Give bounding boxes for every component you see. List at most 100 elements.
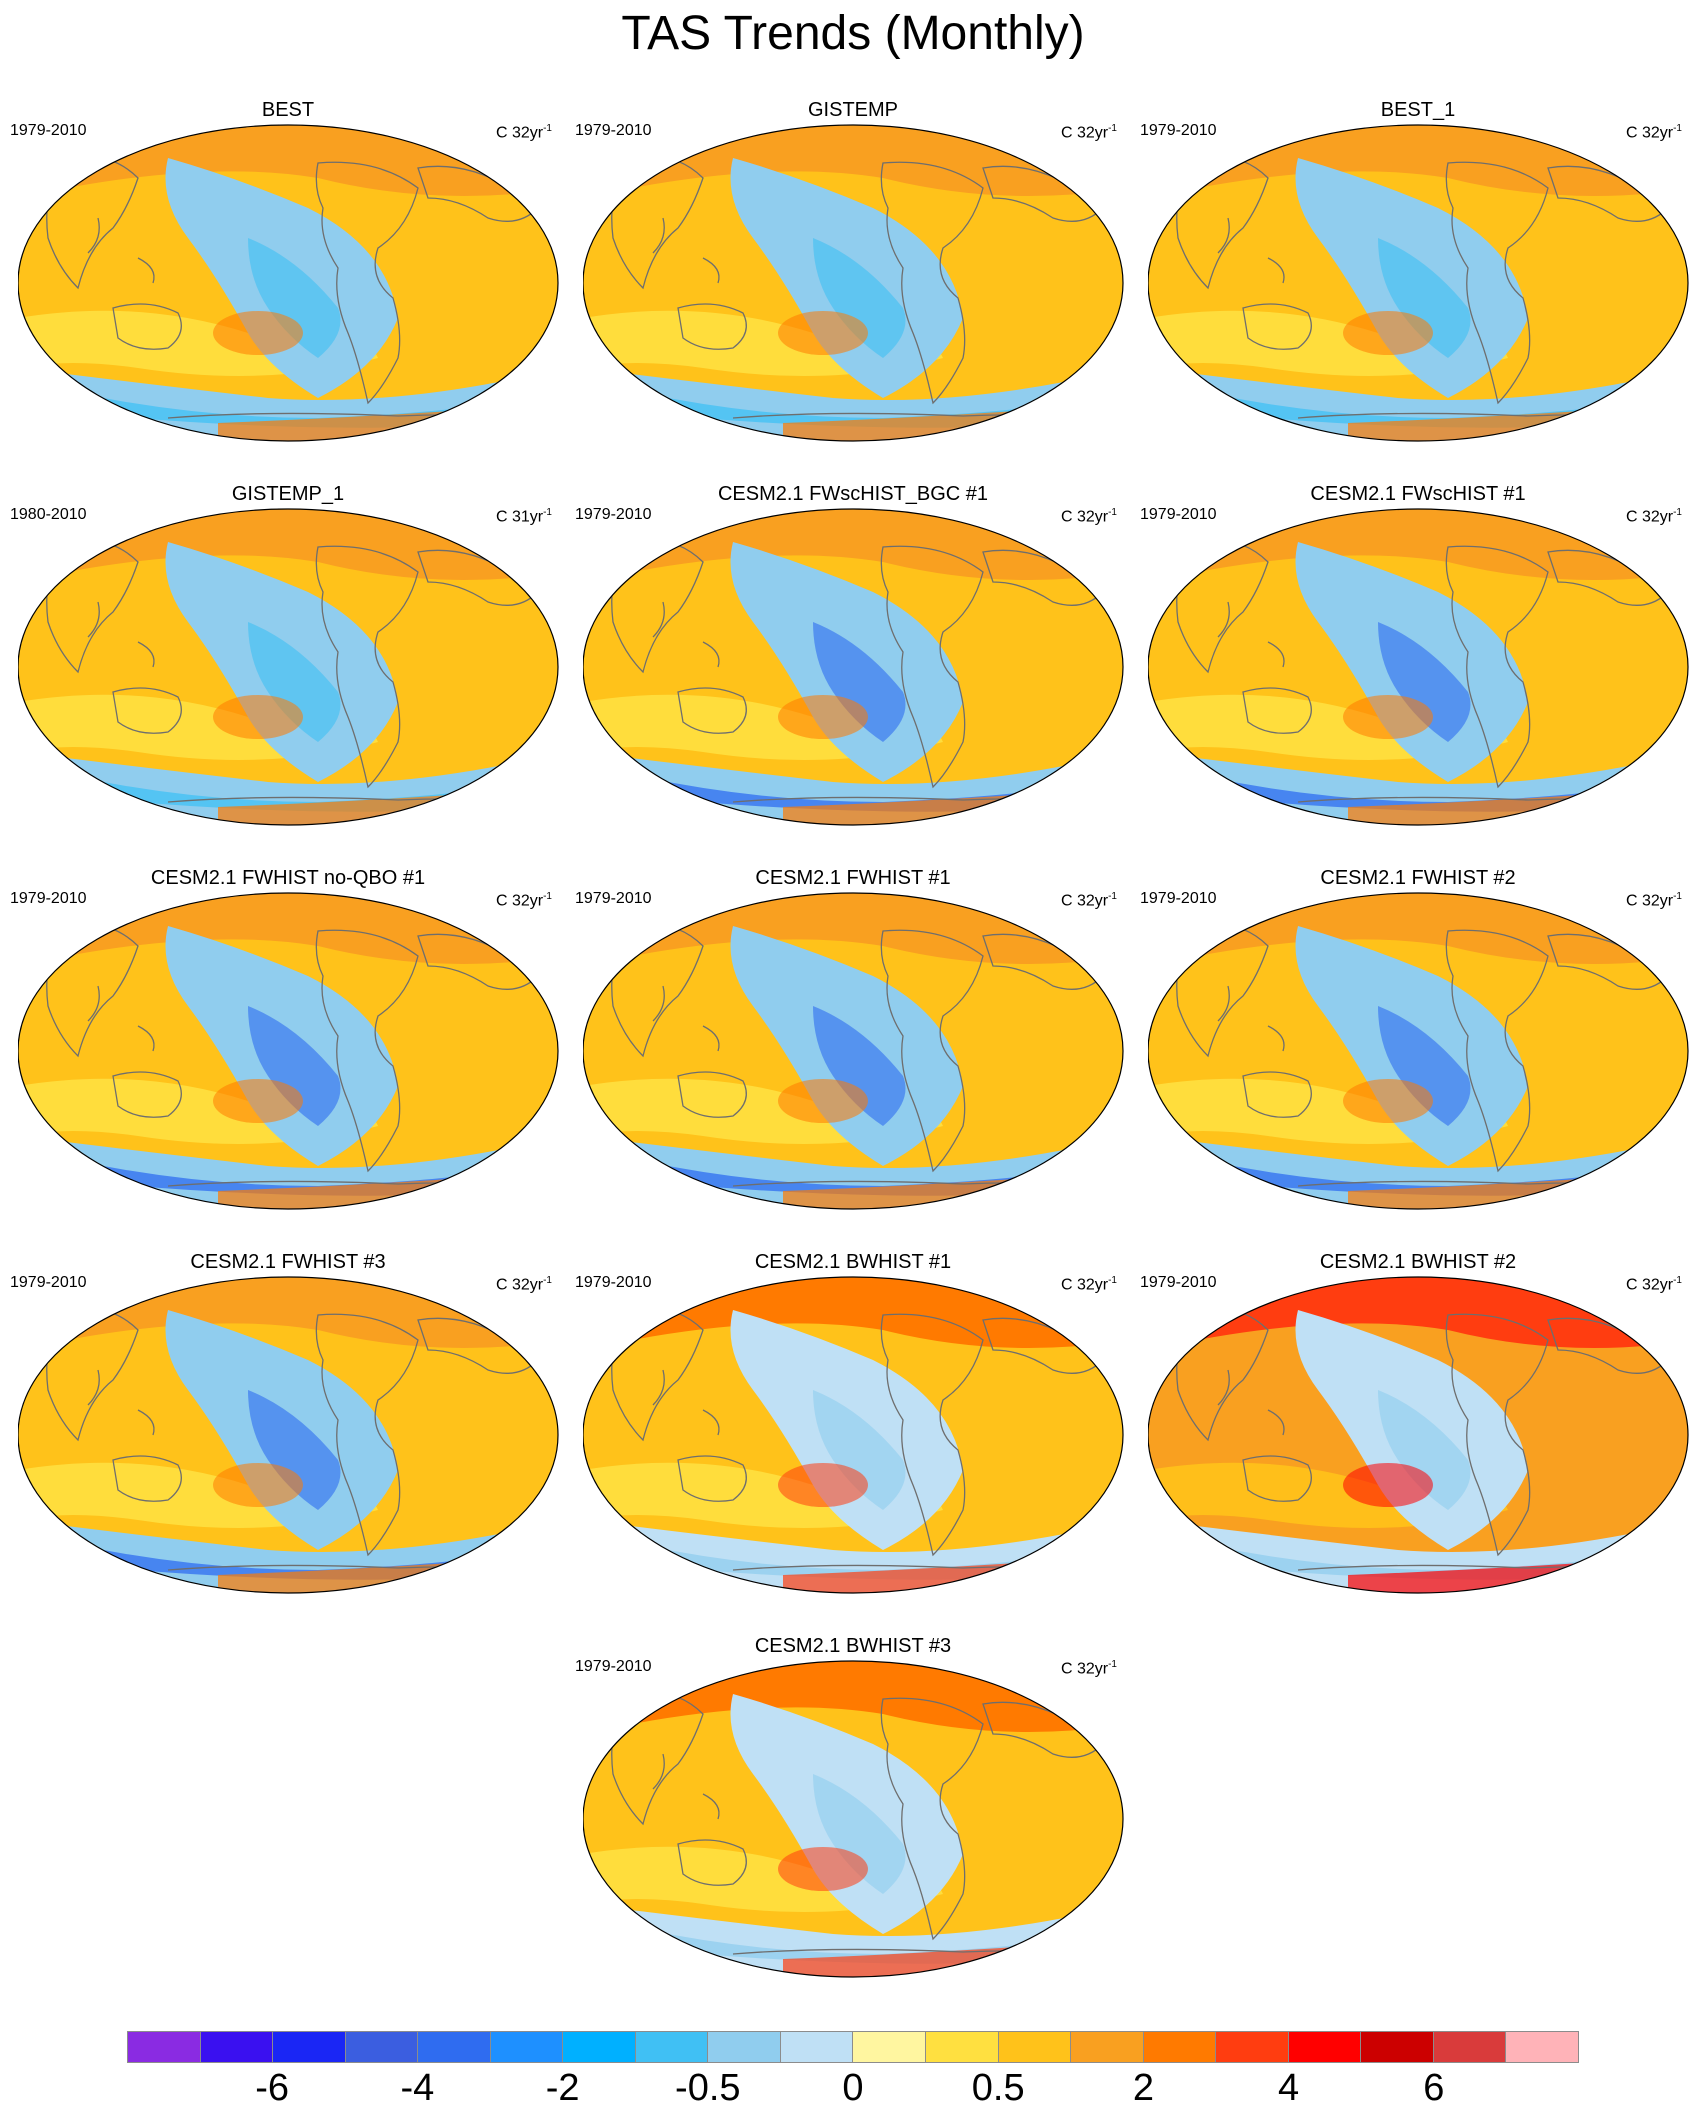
panel-units: C 32yr-1 <box>1626 888 1682 910</box>
panel-title: CESM2.1 FWscHIST_BGC #1 <box>717 483 989 505</box>
panel-units-exponent: -1 <box>543 123 552 134</box>
world-map <box>18 892 559 1210</box>
panel-period: 1979-2010 <box>575 1658 652 1675</box>
colorbar-tick-label: 0.5 <box>971 2067 1025 2109</box>
colorbar-swatch <box>1143 2032 1217 2062</box>
panel-units: C 32yr-1 <box>496 888 552 910</box>
panel-units-prefix: C 32yr <box>495 124 544 142</box>
panel-period: 1979-2010 <box>10 890 87 907</box>
map-panel: BEST_1 1979-2010 C 32yr-1 <box>1140 98 1696 443</box>
panel-units-prefix: C 32yr <box>1625 508 1674 526</box>
panel-period: 1979-2010 <box>575 122 652 139</box>
colorbar-swatch <box>708 2032 781 2062</box>
colorbar-swatch <box>128 2032 201 2062</box>
map-panel: CESM2.1 FWHIST #3 1979-2010 C 32yr-1 <box>10 1250 566 1595</box>
panel-units-prefix: C 31yr <box>495 508 544 526</box>
panel-units-prefix: C 32yr <box>1060 508 1109 526</box>
panel-period: 1979-2010 <box>1140 122 1217 139</box>
map-panel: CESM2.1 BWHIST #2 1979-2010 C 32yr-1 <box>1140 1250 1696 1595</box>
map-panel: CESM2.1 FWscHIST_BGC #1 1979-2010 C 32yr-1 <box>575 482 1131 827</box>
colorbar-tick-label: 6 <box>1423 2067 1445 2109</box>
panel-units-prefix: C 32yr <box>1625 124 1674 142</box>
world-map <box>583 508 1124 826</box>
colorbar-tick-label: -4 <box>400 2067 435 2109</box>
panel-units-prefix: C 32yr <box>1060 1276 1109 1294</box>
panel-title: CESM2.1 FWHIST #2 <box>1320 867 1516 889</box>
panel-units-prefix: C 32yr <box>1625 1276 1674 1294</box>
map-panel: CESM2.1 FWHIST no-QBO #1 1979-2010 C 32yr-… <box>10 866 566 1211</box>
colorbar-swatch <box>1216 2032 1289 2062</box>
map-panel: CESM2.1 BWHIST #3 1979-2010 C 32yr-1 <box>575 1634 1131 1979</box>
panel-period: 1979-2010 <box>575 890 652 907</box>
world-map <box>583 1276 1124 1594</box>
panel-units: C 32yr-1 <box>1061 504 1117 526</box>
colorbar-tick-label: -6 <box>255 2067 290 2109</box>
panel-title: CESM2.1 BWHIST #1 <box>754 1251 952 1273</box>
panel-units-exponent: -1 <box>1673 507 1682 518</box>
panel-title: CESM2.1 BWHIST #2 <box>1319 1251 1517 1273</box>
panel-units-exponent: -1 <box>1108 123 1117 134</box>
world-map <box>18 508 559 826</box>
colorbar-swatch <box>1506 2032 1578 2062</box>
world-map <box>1148 124 1689 442</box>
colorbar-tick-label: -0.5 <box>675 2067 741 2109</box>
panel-period: 1979-2010 <box>10 1274 87 1291</box>
panel-units: C 32yr-1 <box>1626 504 1682 526</box>
colorbar-tick-label: 4 <box>1278 2067 1300 2109</box>
world-map <box>583 1660 1124 1978</box>
colorbar-swatch <box>1071 2032 1144 2062</box>
colorbar-swatch <box>1433 2032 1507 2062</box>
panel-units-exponent: -1 <box>1108 1275 1117 1286</box>
panel-units: C 32yr-1 <box>1061 1656 1117 1678</box>
colorbar-swatch <box>1361 2032 1434 2062</box>
world-map <box>583 892 1124 1210</box>
map-panel: CESM2.1 FWscHIST #1 1979-2010 C 32yr-1 <box>1140 482 1696 827</box>
panel-title: CESM2.1 FWHIST #3 <box>190 1251 386 1273</box>
panel-units-exponent: -1 <box>1673 1275 1682 1286</box>
panel-title: CESM2.1 BWHIST #3 <box>754 1635 952 1657</box>
panel-title: CESM2.1 FWHIST #1 <box>755 867 951 889</box>
colorbar-swatch <box>418 2032 491 2062</box>
panel-units: C 32yr-1 <box>1061 888 1117 910</box>
panel-units-exponent: -1 <box>543 507 552 518</box>
panel-title: BEST <box>261 99 315 121</box>
figure-title: TAS Trends (Monthly) <box>621 7 1085 60</box>
panel-units: C 32yr-1 <box>496 1272 552 1294</box>
panel-period: 1979-2010 <box>10 122 87 139</box>
world-map <box>18 1276 559 1594</box>
panel-units: C 32yr-1 <box>1061 120 1117 142</box>
panel-period: 1979-2010 <box>1140 1274 1217 1291</box>
panel-title: CESM2.1 FWHIST no-QBO #1 <box>150 867 426 889</box>
panel-units-exponent: -1 <box>543 1275 552 1286</box>
colorbar <box>127 2031 1579 2063</box>
panel-period: 1979-2010 <box>1140 506 1217 523</box>
panel-period: 1979-2010 <box>1140 890 1217 907</box>
panel-title: GISTEMP_1 <box>231 483 345 505</box>
world-map <box>18 124 559 442</box>
panel-units: C 31yr-1 <box>496 504 552 526</box>
panel-title: BEST_1 <box>1380 99 1456 121</box>
panel-units-prefix: C 32yr <box>495 1276 544 1294</box>
panel-units-exponent: -1 <box>1108 507 1117 518</box>
panel-units-exponent: -1 <box>1673 123 1682 134</box>
colorbar-swatch <box>926 2032 999 2062</box>
colorbar-swatch <box>635 2032 709 2062</box>
world-map <box>1148 892 1689 1210</box>
map-panel: BEST 1979-2010 C 32yr-1 <box>10 98 566 443</box>
panel-units-prefix: C 32yr <box>1060 124 1109 142</box>
world-map <box>583 124 1124 442</box>
panel-period: 1979-2010 <box>575 1274 652 1291</box>
map-panel: CESM2.1 FWHIST #2 1979-2010 C 32yr-1 <box>1140 866 1696 1211</box>
panel-units-exponent: -1 <box>1673 891 1682 902</box>
panel-period: 1980-2010 <box>10 506 87 523</box>
panel-title: GISTEMP <box>807 99 898 121</box>
colorbar-swatch <box>563 2032 636 2062</box>
panel-units-exponent: -1 <box>1108 1659 1117 1670</box>
panel-units-prefix: C 32yr <box>1625 892 1674 910</box>
colorbar-tick-label: 0 <box>842 2067 864 2109</box>
panel-units: C 32yr-1 <box>1626 1272 1682 1294</box>
colorbar-swatch <box>1288 2032 1362 2062</box>
colorbar-swatch <box>200 2032 274 2062</box>
colorbar-swatch <box>853 2032 927 2062</box>
panel-units: C 32yr-1 <box>1061 1272 1117 1294</box>
